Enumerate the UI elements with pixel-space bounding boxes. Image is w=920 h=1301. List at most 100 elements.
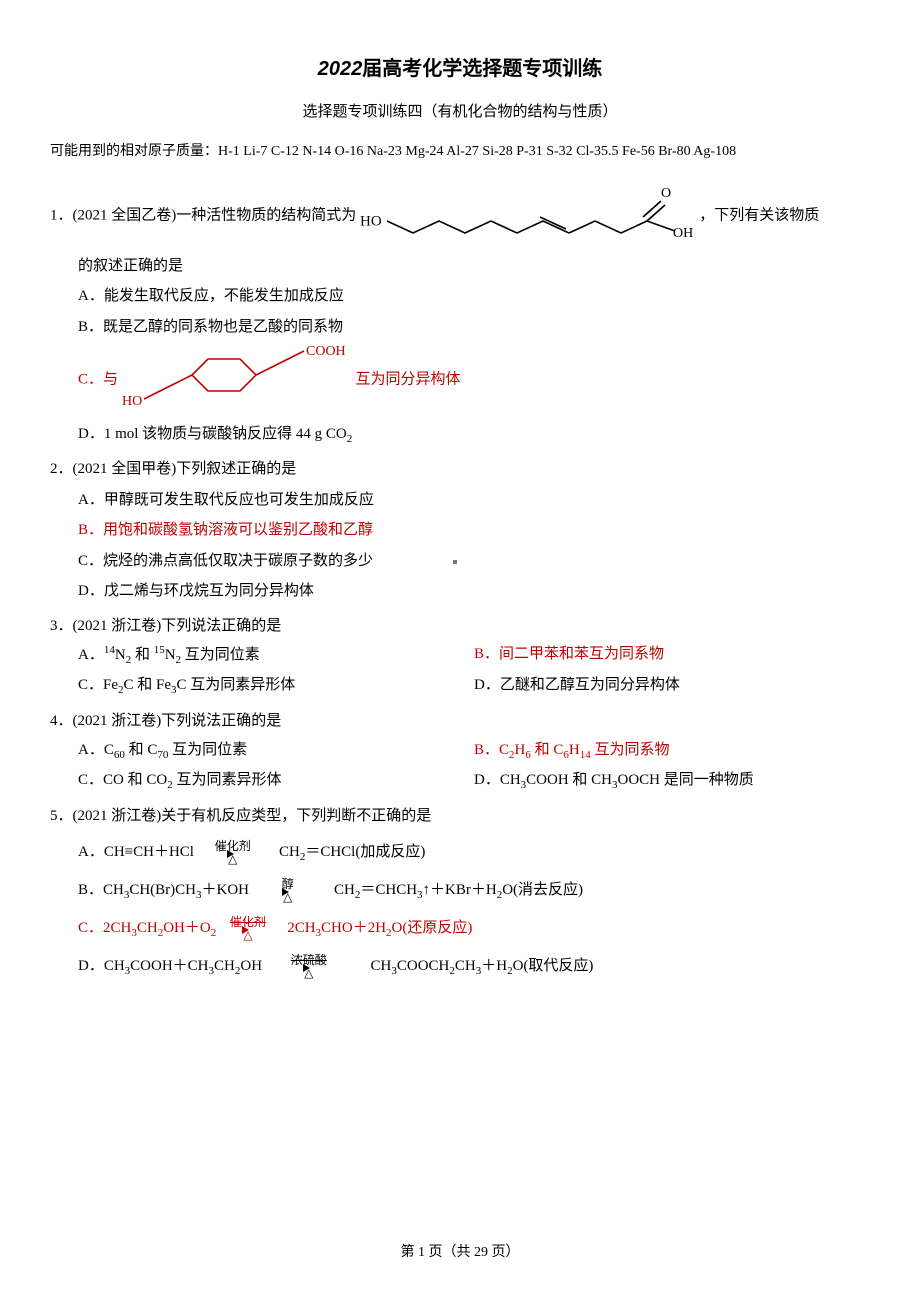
q3-opt-d: D．乙醚和乙醇互为同分异构体 xyxy=(474,671,870,701)
q1-opt-b: B．既是乙醇的同系物也是乙酸的同系物 xyxy=(50,313,870,342)
q3-a-post: 互为同位素 xyxy=(181,647,260,663)
q3-c-mid: C 和 Fe xyxy=(124,677,172,693)
q5d-lmid2: CH xyxy=(214,958,235,974)
q1-src: (2021 全国乙卷) xyxy=(73,208,177,224)
q5c-lmid: CH xyxy=(137,920,158,936)
q2-opt-c: C．烷烃的沸点高低仅取决于碳原子数的多少 xyxy=(50,547,870,576)
question-3: 3．(2021 浙江卷)下列说法正确的是 A．14N2 和 15N2 互为同位素… xyxy=(50,612,870,701)
q5b-rpost: O(消去反应) xyxy=(502,882,583,898)
q3-opt-c: C．Fe2C 和 Fe3C 互为同素异形体 xyxy=(78,671,474,701)
q2-src: (2021 全国甲卷) xyxy=(73,461,177,477)
q5-src: (2021 浙江卷) xyxy=(73,808,162,824)
q5b-rmid2: ↑＋KBr＋H xyxy=(423,882,497,898)
q4-stem: 4．(2021 浙江卷)下列说法正确的是 xyxy=(50,707,870,736)
q1-opt-c: C．与 HO COOH 互为同分异构体 xyxy=(50,343,870,418)
q4-row2: C．CO 和 CO2 互为同素异形体 D．CH3COOH 和 CH3OOCH 是… xyxy=(50,766,870,796)
q1-c-cooh: COOH xyxy=(306,344,346,359)
q3-c-post: C 互为同素异形体 xyxy=(177,677,296,693)
q1-num: 1． xyxy=(50,208,73,224)
q2-stem: 2．(2021 全国甲卷)下列叙述正确的是 xyxy=(50,455,870,484)
q2-opt-b: B．用饱和碳酸氢钠溶液可以鉴别乙酸和乙醇 xyxy=(50,516,870,545)
q5b-arrow: 醇 △ xyxy=(253,878,323,903)
q4-a-pre: A．C xyxy=(78,742,114,758)
question-2: 2．(2021 全国甲卷)下列叙述正确的是 A．甲醇既可发生取代反应也可发生加成… xyxy=(50,455,870,606)
title-year: 2022 xyxy=(318,58,363,80)
q4-a-mid: 和 C xyxy=(125,742,158,758)
q5d-arrow: 浓硫酸 △ xyxy=(266,954,352,979)
subtitle: 选择题专项训练四（有机化合物的结构与性质） xyxy=(50,98,870,127)
q4-b-post: 互为同系物 xyxy=(591,742,670,758)
q4-text: 下列说法正确的是 xyxy=(161,713,281,729)
q4-b-mid: 和 C xyxy=(531,742,564,758)
q1-o-label: O xyxy=(661,186,671,201)
q5b-lpre: B．CH xyxy=(78,882,124,898)
q4-a-s1: 60 xyxy=(114,749,125,761)
q4-opt-b: B．C2H6 和 C6H14 互为同系物 xyxy=(474,736,870,766)
q4-c-pre: C．CO 和 CO xyxy=(78,772,167,788)
q5-opt-a: A．CH≡CH＋HCl 催化剂 △ CH2＝CHCl(加成反应) xyxy=(50,838,870,868)
q5d-rpost: O(取代反应) xyxy=(513,958,594,974)
q5d-rmid2: CH xyxy=(455,958,476,974)
q5b-lmid: CH(Br)CH xyxy=(129,882,196,898)
q4-d-post: OOCH 是同一种物质 xyxy=(618,772,754,788)
q4-b-h1: H xyxy=(515,742,526,758)
q4-d-mid1: COOH 和 CH xyxy=(526,772,612,788)
q5b-rmid1: ＝CHCH xyxy=(360,882,417,898)
title-rest: 届高考化学选择题专项训练 xyxy=(362,58,602,80)
q5a-arrow: 催化剂 △ xyxy=(198,840,268,865)
q2-c-text: C．烷烃的沸点高低仅取决于碳原子数的多少 xyxy=(78,553,373,569)
q4-b-s4: 14 xyxy=(580,749,591,761)
q2-opt-d: D．戊二烯与环戊烷互为同分异构体 xyxy=(50,577,870,606)
q4-row1: A．C60 和 C70 互为同位素 B．C2H6 和 C6H14 互为同系物 xyxy=(50,736,870,766)
q5-opt-c: C．2CH3CH2OH＋O2 催化剂 △ 2CH3CHO＋2H2O(还原反应) xyxy=(50,914,870,944)
q1-c-post: 互为同分异构体 xyxy=(356,372,461,388)
q1-pre: 一种活性物质的结构简式为 xyxy=(176,208,356,224)
question-1: 1．(2021 全国乙卷)一种活性物质的结构简式为 HO O OH ，下 xyxy=(50,181,870,449)
q5d-rmid3: ＋H xyxy=(481,958,507,974)
q5c-ls3: 2 xyxy=(211,927,217,939)
q5d-lmid1: COOH＋CH xyxy=(130,958,208,974)
q5a-rpost: ＝CHCl(加成反应) xyxy=(305,844,425,860)
q5-text: 关于有机反应类型，下列判断不正确的是 xyxy=(161,808,431,824)
q4-opt-d: D．CH3COOH 和 CH3OOCH 是同一种物质 xyxy=(474,766,870,796)
q1-c-ho: HO xyxy=(122,394,142,407)
q5-stem: 5．(2021 浙江卷)关于有机反应类型，下列判断不正确的是 xyxy=(50,802,870,831)
q1-opt-d: D．1 mol 该物质与碳酸钠反应得 44 g CO2 xyxy=(50,420,870,450)
q4-src: (2021 浙江卷) xyxy=(73,713,162,729)
q4-c-post: 互为同素异形体 xyxy=(173,772,282,788)
q5c-arrow: 催化剂 △ xyxy=(220,916,276,941)
q3-stem: 3．(2021 浙江卷)下列说法正确的是 xyxy=(50,612,870,641)
q3-a-pre: A． xyxy=(78,647,104,663)
center-dot xyxy=(453,560,457,564)
q5b-rpre: CH xyxy=(334,882,355,898)
q1-c-structure: HO COOH xyxy=(122,343,352,418)
atomic-masses: 可能用到的相对原子质量：H-1 Li-7 C-12 N-14 O-16 Na-2… xyxy=(50,139,870,166)
q3-a-s1: 14 xyxy=(104,644,115,656)
q3-a-n2: N xyxy=(165,647,176,663)
q5a-rpre: CH xyxy=(279,844,300,860)
q1-post: ，下列有关该物质 xyxy=(699,208,819,224)
question-5: 5．(2021 浙江卷)关于有机反应类型，下列判断不正确的是 A．CH≡CH＋H… xyxy=(50,802,870,982)
q3-a-s2: 15 xyxy=(154,644,165,656)
q4-num: 4． xyxy=(50,713,73,729)
q2-opt-a: A．甲醇既可发生取代反应也可发生加成反应 xyxy=(50,486,870,515)
q5-num: 5． xyxy=(50,808,73,824)
q4-a-s2: 70 xyxy=(157,749,168,761)
q5c-lmid2: OH＋O xyxy=(163,920,211,936)
q5c-rpost: O(还原反应) xyxy=(392,920,473,936)
q3-src: (2021 浙江卷) xyxy=(73,618,162,634)
q1-d-pre: D．1 mol 该物质与碳酸钠反应得 44 g CO xyxy=(78,426,347,442)
q1-d-sub: 2 xyxy=(347,433,353,445)
q3-opt-a: A．14N2 和 15N2 互为同位素 xyxy=(78,640,474,671)
q1-structure-svg: O OH xyxy=(385,181,695,252)
q5c-rpre: 2CH xyxy=(287,920,315,936)
q2-num: 2． xyxy=(50,461,73,477)
main-title: 2022届高考化学选择题专项训练 xyxy=(50,50,870,88)
q4-opt-a: A．C60 和 C70 互为同位素 xyxy=(78,736,474,766)
q5d-rmid1: COOCH xyxy=(397,958,450,974)
q1-ho: HO xyxy=(360,214,382,230)
q1-opt-a: A．能发生取代反应，不能发生加成反应 xyxy=(50,282,870,311)
q5-opt-d: D．CH3COOH＋CH3CH2OH 浓硫酸 △ CH3COOCH2CH3＋H2… xyxy=(50,952,870,982)
page-content: 2022届高考化学选择题专项训练 选择题专项训练四（有机化合物的结构与性质） 可… xyxy=(0,0,920,1030)
q5c-lpre: C．2CH xyxy=(78,920,131,936)
